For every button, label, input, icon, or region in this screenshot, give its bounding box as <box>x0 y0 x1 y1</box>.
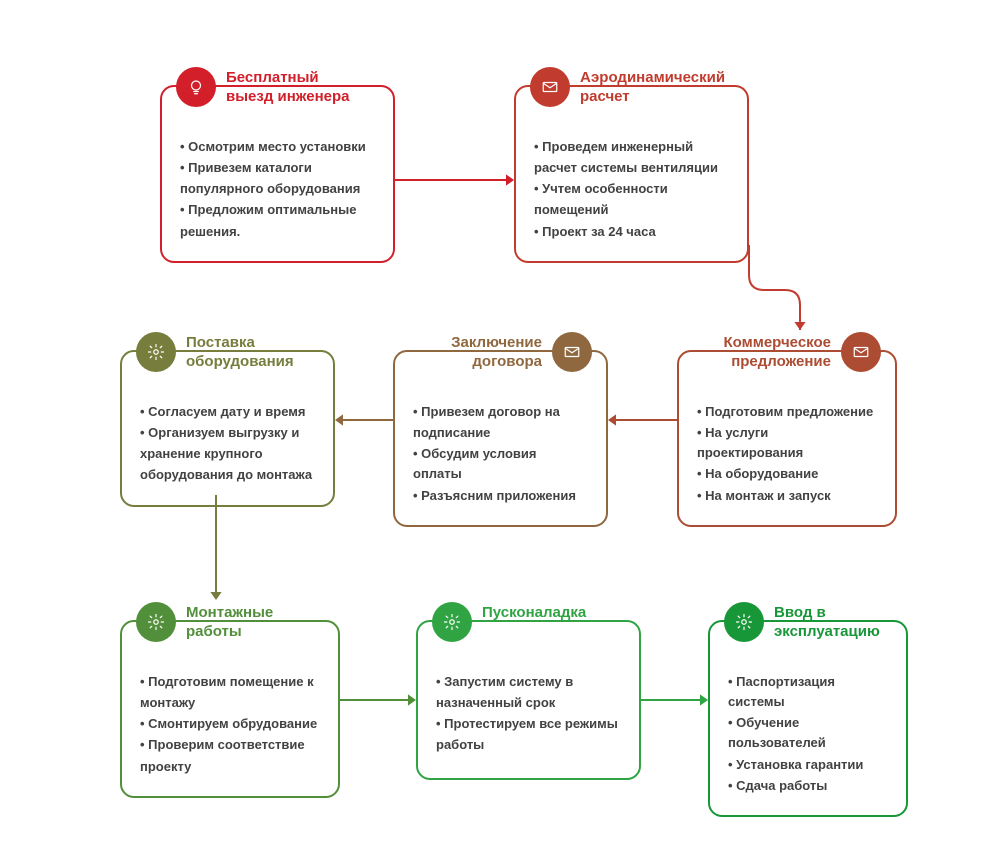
card-item-line: хранение крупного <box>140 444 315 464</box>
arrow-contract-to-delivery <box>335 414 393 425</box>
card-item-line: • Паспортизация системы <box>728 672 888 712</box>
card-title: Пусконаладка <box>482 604 586 623</box>
card-commissioning: Пусконаладка• Запустим систему вназначен… <box>416 620 641 780</box>
card-item-line: помещений <box>534 200 729 220</box>
card-item-line: • Предложим оптимальные <box>180 200 375 220</box>
card-item-line: • Подготовим помещение к <box>140 672 320 692</box>
arrow-installation-to-commissioning <box>340 694 416 705</box>
card-title: Поставкаоборудования <box>186 334 294 372</box>
card-item-line: • Протестируем все режимы <box>436 714 621 734</box>
card-items: • Проведем инженерныйрасчет системы вент… <box>534 137 729 242</box>
card-item-line: решения. <box>180 222 375 242</box>
card-item-line: • Учтем особенности <box>534 179 729 199</box>
card-items: • Согласуем дату и время• Организуем выг… <box>140 402 315 486</box>
card-title: Монтажныеработы <box>186 604 273 642</box>
card-item-line: • Запустим систему в <box>436 672 621 692</box>
card-item-line: оборудования до монтажа <box>140 465 315 485</box>
arrow-commissioning-to-operation <box>641 694 708 705</box>
card-contract: Заключениедоговора• Привезем договор нап… <box>393 350 608 527</box>
envelope-icon <box>552 332 592 372</box>
card-item-line: • Согласуем дату и время <box>140 402 315 422</box>
card-items: • Подготовим помещение кмонтажу• Смонтир… <box>140 672 320 777</box>
card-items: • Паспортизация системы• Обучение пользо… <box>728 672 888 796</box>
card-item-line: • Обсудим условия оплаты <box>413 444 588 484</box>
card-item-line: • Сдача работы <box>728 776 888 796</box>
card-items: • Запустим систему вназначенный срок• Пр… <box>436 672 621 756</box>
card-item-line: работы <box>436 735 621 755</box>
card-item-line: • Привезем договор на <box>413 402 588 422</box>
gear-icon <box>136 602 176 642</box>
arrow-aero_calc-to-commercial_offer <box>749 245 806 330</box>
card-item-line: • Установка гарантии <box>728 755 888 775</box>
card-item-line: • Проект за 24 часа <box>534 222 729 242</box>
envelope-icon <box>841 332 881 372</box>
card-item-line: • На оборудование <box>697 464 877 484</box>
card-item-line: • Проведем инженерный <box>534 137 729 157</box>
card-item-line: • Проверим соответствие <box>140 735 320 755</box>
envelope-icon <box>530 67 570 107</box>
card-items: • Осмотрим место установки• Привезем кат… <box>180 137 375 242</box>
card-item-line: • На услуги проектирования <box>697 423 877 463</box>
card-item-line: • Привезем каталоги <box>180 158 375 178</box>
card-item-line: • Подготовим предложение <box>697 402 877 422</box>
card-item-line: • Осмотрим место установки <box>180 137 375 157</box>
card-item-line: • Смонтируем обрудование <box>140 714 320 734</box>
flowchart-canvas: Бесплатныйвыезд инженера • Осмотрим место… <box>0 0 1001 846</box>
arrow-engineer_visit-to-aero_calc <box>395 174 514 185</box>
card-item-line: проекту <box>140 757 320 777</box>
gear-icon <box>432 602 472 642</box>
card-item-line: • Разъясним приложения <box>413 486 588 506</box>
arrow-delivery-to-installation <box>210 495 221 600</box>
card-item-line: • Обучение пользователей <box>728 713 888 753</box>
card-commercial_offer: Коммерческоепредложение• Подготовим пред… <box>677 350 897 527</box>
card-item-line: монтажу <box>140 693 320 713</box>
card-delivery: Поставкаоборудования• Согласуем дату и в… <box>120 350 335 507</box>
lightbulb-icon <box>176 67 216 107</box>
card-title: Бесплатныйвыезд инженера <box>226 69 350 107</box>
card-item-line: • На монтаж и запуск <box>697 486 877 506</box>
card-title: Аэродинамическийрасчет <box>580 69 725 107</box>
card-aero_calc: Аэродинамическийрасчет• Проведем инженер… <box>514 85 749 263</box>
card-installation: Монтажныеработы• Подготовим помещение км… <box>120 620 340 798</box>
card-item-line: назначенный срок <box>436 693 621 713</box>
card-title: Заключениедоговора <box>451 334 542 372</box>
card-operation: Ввод вэксплуатацию• Паспортизация систем… <box>708 620 908 817</box>
gear-icon <box>136 332 176 372</box>
card-title: Ввод вэксплуатацию <box>774 604 880 642</box>
card-items: • Подготовим предложение• На услуги прое… <box>697 402 877 506</box>
card-item-line: подписание <box>413 423 588 443</box>
arrow-commercial_offer-to-contract <box>608 414 677 425</box>
card-items: • Привезем договор наподписание• Обсудим… <box>413 402 588 506</box>
card-engineer_visit: Бесплатныйвыезд инженера• Осмотрим место… <box>160 85 395 263</box>
card-item-line: • Организуем выгрузку и <box>140 423 315 443</box>
card-item-line: популярного оборудования <box>180 179 375 199</box>
card-title: Коммерческоепредложение <box>724 334 831 372</box>
gear-icon <box>724 602 764 642</box>
card-item-line: расчет системы вентиляции <box>534 158 729 178</box>
